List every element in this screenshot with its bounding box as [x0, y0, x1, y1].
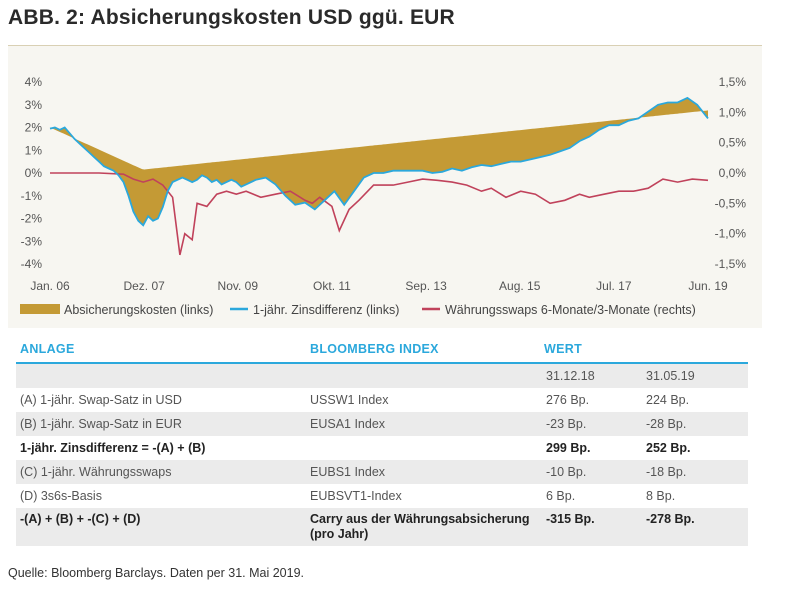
- row-value-2: -278 Bp.: [646, 512, 695, 526]
- title-divider: [8, 45, 762, 46]
- row-value-2: -28 Bp.: [646, 417, 687, 431]
- x-tick-label: Dez. 07: [123, 279, 165, 293]
- x-tick-label: Nov. 09: [218, 279, 259, 293]
- legend-label-hedging-cost: Absicherungskosten (links): [64, 303, 213, 317]
- row-value-2: 252 Bp.: [646, 441, 691, 455]
- swap-series-line: [50, 172, 709, 256]
- x-tick-label: Jul. 17: [596, 279, 632, 293]
- x-tick-label: Jan. 06: [30, 279, 70, 293]
- row-value-1: -10 Bp.: [546, 465, 587, 479]
- header-wert: WERT: [544, 342, 582, 356]
- y-left-tick-label: 2%: [25, 121, 43, 135]
- date-col-1: 31.12.18: [546, 369, 595, 383]
- legend-swatch-hedging-cost: [20, 304, 60, 314]
- row-value-2: 224 Bp.: [646, 393, 690, 407]
- legend-label-currency-swaps: Währungsswaps 6-Monate/3-Monate (rechts): [445, 303, 696, 317]
- row-index: EUBS1 Index: [310, 465, 386, 479]
- y-right-tick-label: 1,0%: [719, 105, 747, 119]
- table-header: ANLAGE BLOOMBERG INDEX WERT: [16, 340, 748, 364]
- row-value-1: -315 Bp.: [546, 512, 595, 526]
- row-value-1: -23 Bp.: [546, 417, 587, 431]
- y-right-tick-label: 0,0%: [719, 166, 747, 180]
- row-label: (B) 1-jähr. Swap-Satz in EUR: [20, 417, 182, 431]
- row-label: -(A) + (B) + -(C) + (D): [20, 512, 141, 526]
- hedging-cost-area: [50, 98, 708, 225]
- row-label: 1-jähr. Zinsdifferenz = -(A) + (B): [20, 441, 206, 455]
- y-right-tick-label: 1,5%: [719, 75, 747, 89]
- table-row: (D) 3s6s-Basis EUBSVT1-Index 6 Bp. 8 Bp.: [16, 484, 748, 508]
- source-note: Quelle: Bloomberg Barclays. Daten per 31…: [8, 566, 304, 580]
- y-left-tick-label: 4%: [25, 75, 43, 89]
- row-label: (A) 1-jähr. Swap-Satz in USD: [20, 393, 182, 407]
- y-left-tick-label: 1%: [25, 143, 43, 157]
- y-right-tick-label: 0,5%: [719, 136, 747, 150]
- x-tick-label: Okt. 11: [313, 279, 351, 293]
- row-value-1: 299 Bp.: [546, 441, 591, 455]
- header-bloomberg-index: BLOOMBERG INDEX: [310, 342, 439, 356]
- y-left-tick-label: -2%: [21, 212, 43, 226]
- row-label: (D) 3s6s-Basis: [20, 489, 102, 503]
- row-index: EUSA1 Index: [310, 417, 386, 431]
- y-left-tick-label: -1%: [21, 189, 43, 203]
- y-right-tick-label: -1,0%: [715, 227, 747, 241]
- date-row: 31.12.18 31.05.19: [16, 364, 748, 388]
- x-tick-label: Sep. 13: [405, 279, 447, 293]
- y-left-tick-label: 0%: [25, 166, 43, 180]
- row-index: EUBSVT1-Index: [310, 489, 402, 503]
- table-row: (C) 1-jähr. Währungsswaps EUBS1 Index -1…: [16, 460, 748, 484]
- table-row: (B) 1-jähr. Swap-Satz in EUR EUSA1 Index…: [16, 412, 748, 436]
- y-right-tick-label: -1,5%: [715, 257, 747, 271]
- x-tick-label: Jun. 19: [688, 279, 728, 293]
- y-right-tick-label: -0,5%: [715, 196, 747, 210]
- rate-differential-line: [49, 96, 709, 227]
- table-row: 1-jähr. Zinsdifferenz = -(A) + (B) 299 B…: [16, 436, 748, 460]
- row-value-1: 6 Bp.: [546, 489, 576, 503]
- chart-area: 4% 3% 2% 1% 0% -1% -2% -3% -4% 1,5% 1,0% 0,5% 0,0% -0…: [8, 46, 762, 328]
- header-anlage: ANLAGE: [20, 342, 75, 356]
- data-table: ANLAGE BLOOMBERG INDEX WERT 31.12.18 31.…: [16, 340, 748, 546]
- legend-label-rate-differential: 1-jähr. Zinsdifferenz (links): [253, 303, 399, 317]
- y-left-tick-label: -3%: [21, 234, 43, 248]
- table-row: -(A) + (B) + -(C) + (D) Carry aus der Wä…: [16, 508, 748, 546]
- chart-svg: 4% 3% 2% 1% 0% -1% -2% -3% -4% 1,5% 1,0% 0,5% 0,0% -0…: [20, 75, 747, 317]
- x-tick-label: Aug. 15: [499, 279, 541, 293]
- page-title: ABB. 2: Absicherungskosten USD ggü. EUR: [8, 6, 455, 29]
- y-left-tick-label: 3%: [25, 98, 43, 112]
- table-row: (A) 1-jähr. Swap-Satz in USD USSW1 Index…: [16, 388, 748, 412]
- row-index: Carry aus der Währungsabsicherung (pro J…: [310, 512, 530, 541]
- row-label: (C) 1-jähr. Währungsswaps: [20, 465, 172, 479]
- row-value-1: 276 Bp.: [546, 393, 590, 407]
- date-col-2: 31.05.19: [646, 369, 695, 383]
- y-left-tick-label: -4%: [21, 257, 43, 271]
- row-value-2: -18 Bp.: [646, 465, 687, 479]
- row-index: USSW1 Index: [310, 393, 389, 407]
- row-value-2: 8 Bp.: [646, 489, 676, 503]
